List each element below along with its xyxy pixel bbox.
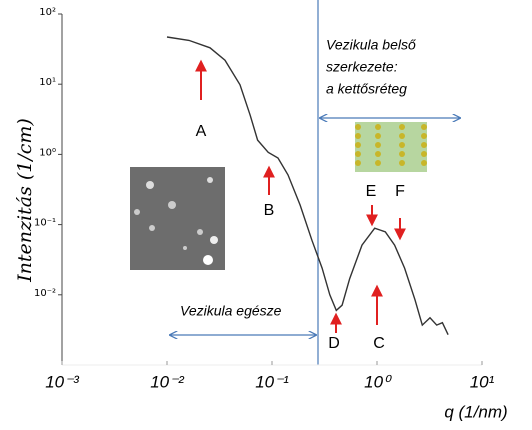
annotation: A: [196, 123, 207, 140]
ranges: [170, 0, 460, 365]
annotation: a kettősréteg: [326, 81, 407, 97]
annotation: szerkezete:: [326, 59, 398, 75]
y-axis-label: Intenzitás (1/cm): [14, 118, 36, 283]
y-tick-label: 10¹: [39, 77, 56, 88]
arrows: [195, 59, 406, 333]
micrograph: [130, 167, 225, 270]
x-tick-label: 10⁻³: [45, 372, 80, 391]
x-tick-label: 10⁰: [364, 372, 392, 391]
y-tick-label: 10⁰: [39, 147, 56, 158]
annotation: C: [373, 335, 385, 352]
annotation: D: [328, 335, 340, 352]
intensity-line: [166, 36, 449, 336]
x-tick-label: 10⁻²: [150, 372, 185, 391]
x-tick-label: 10¹: [470, 372, 495, 391]
x-axis-label: q (1/nm): [444, 402, 507, 421]
annotation: Vezikula belső: [326, 37, 416, 53]
annotation: B: [264, 202, 275, 219]
y-tick-label: 10⁻²: [34, 288, 56, 299]
x-tick-label: 10⁻¹: [255, 372, 289, 391]
annotation: E: [366, 183, 377, 200]
annotation: Vezikula egésze: [180, 303, 282, 319]
y-tick-label: 10⁻¹: [34, 218, 56, 229]
y-tick-label: 10²: [39, 7, 56, 18]
annotation: F: [395, 183, 405, 200]
bilayer: [355, 122, 427, 172]
